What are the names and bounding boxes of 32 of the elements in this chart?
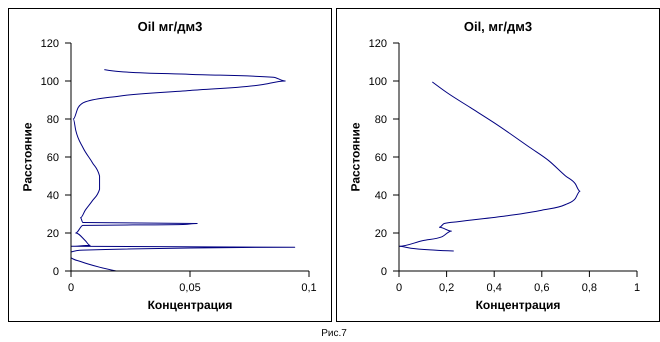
y-tick-label: 0 xyxy=(380,266,387,278)
x-axis-title: Концентрация xyxy=(148,298,232,312)
x-tick-label: 0,8 xyxy=(582,282,598,294)
y-tick-label: 100 xyxy=(368,76,387,88)
y-tick-label: 60 xyxy=(46,152,59,164)
y-tick-label: 120 xyxy=(40,38,59,50)
y-axis-title: Расстояние xyxy=(20,122,34,192)
chart-title: Oil мг/дм3 xyxy=(136,19,204,34)
y-tick-label: 20 xyxy=(46,228,59,240)
y-tick-label: 40 xyxy=(374,190,387,202)
y-tick-label: 80 xyxy=(46,114,59,126)
chart-title: Oil, мг/дм3 xyxy=(462,19,534,34)
text: Рис.7 xyxy=(320,328,348,339)
y-tick-label: 0 xyxy=(52,266,59,278)
y-tick-label: 80 xyxy=(374,114,387,126)
y-tick-label: 60 xyxy=(374,152,387,164)
x-tick-label: 0,4 xyxy=(486,282,502,294)
x-tick-label: 0,2 xyxy=(438,282,454,294)
x-axis-title: Концентрация xyxy=(476,298,560,312)
y-tick-label: 40 xyxy=(46,190,59,202)
x-tick-label: 1 xyxy=(634,282,640,294)
x-tick-label: 0,6 xyxy=(534,282,550,294)
line-series xyxy=(399,81,580,252)
x-tick-label: 0,05 xyxy=(179,282,201,294)
x-tick-label: 0 xyxy=(396,282,402,294)
x-tick-label: 0 xyxy=(68,282,74,294)
y-axis-title: Расстояние xyxy=(348,122,362,192)
line-series xyxy=(71,69,296,271)
y-tick-label: 120 xyxy=(368,38,387,50)
x-tick-label: 0,1 xyxy=(301,282,317,294)
y-tick-label: 20 xyxy=(374,228,387,240)
y-tick-label: 100 xyxy=(40,76,59,88)
